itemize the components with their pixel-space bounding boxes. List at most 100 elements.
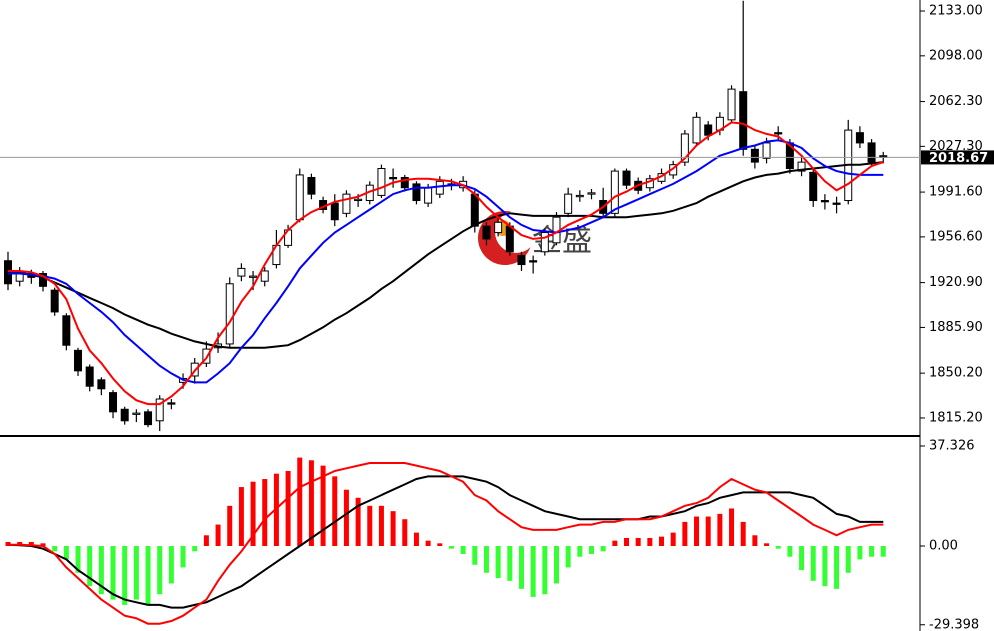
y-tick-label: 2133.00 — [929, 4, 983, 19]
candle-body — [295, 174, 304, 221]
histogram-bar — [624, 537, 630, 547]
candle-body — [132, 412, 141, 415]
candle-body — [354, 198, 363, 202]
candle-body — [237, 267, 246, 277]
histogram-bar — [320, 465, 326, 547]
candle-body — [820, 200, 829, 203]
histogram-bar — [437, 543, 443, 547]
histogram-bar — [565, 546, 571, 568]
candle-body — [809, 171, 818, 202]
candle-body — [470, 193, 479, 227]
y-tick-label: 1850.20 — [929, 366, 983, 381]
candle-body — [424, 187, 433, 204]
histogram-bar — [589, 546, 594, 555]
y-tick-label: 2027.30 — [929, 139, 983, 154]
histogram-bar — [635, 537, 641, 547]
histogram-bar — [238, 487, 244, 547]
histogram-bar — [413, 532, 419, 547]
histogram-bar — [787, 546, 793, 557]
candle-body — [622, 170, 631, 186]
candle-body — [307, 176, 316, 195]
y-tick-label: 1991.60 — [929, 185, 983, 200]
histogram-bar — [460, 546, 466, 555]
histogram-bar — [168, 546, 174, 584]
histogram-bar — [612, 540, 618, 547]
candle-body — [692, 116, 701, 144]
histogram-bar — [729, 508, 735, 547]
histogram-bar — [332, 476, 338, 547]
candle-body — [762, 142, 771, 159]
candle-body — [155, 398, 164, 422]
y-tick-label: 1885.90 — [929, 320, 983, 335]
y-tick-label: 2098.00 — [929, 48, 983, 63]
indicator-line — [7, 475, 884, 609]
y-tick-label: -29.398 — [929, 617, 979, 631]
histogram-bar — [483, 546, 489, 573]
histogram-bar — [600, 546, 606, 552]
histogram-bar — [40, 543, 46, 547]
candle-body — [832, 202, 841, 205]
histogram-bar — [180, 546, 186, 568]
candle-body — [610, 170, 619, 214]
candle-body — [855, 132, 864, 144]
histogram-bar — [297, 457, 303, 547]
y-tick-label: 2062.30 — [929, 94, 983, 109]
histogram-bar — [87, 546, 93, 587]
candle-body — [144, 411, 153, 426]
candle-body — [529, 260, 538, 263]
candle-body — [62, 315, 71, 346]
histogram-bar — [518, 546, 524, 589]
candle-body — [680, 133, 689, 163]
histogram-bar — [845, 546, 851, 573]
histogram-bar — [472, 546, 478, 565]
histogram-bar — [262, 479, 268, 547]
candle-body — [482, 225, 491, 240]
histogram-bar — [834, 546, 840, 589]
y-tick-label: 37.326 — [929, 439, 975, 454]
histogram-bar — [192, 546, 198, 552]
histogram-bar — [110, 546, 116, 600]
candle-body — [50, 289, 59, 313]
histogram-bar — [495, 546, 501, 579]
histogram-bar — [425, 540, 431, 547]
histogram-bar — [343, 489, 349, 547]
histogram-bar — [822, 546, 828, 587]
histogram-bar — [308, 460, 314, 547]
candle-body — [97, 379, 106, 390]
candle-body — [260, 270, 269, 282]
histogram-bar — [799, 546, 805, 571]
histogram-bar — [203, 535, 209, 547]
candle-body — [167, 402, 176, 405]
candle-body — [739, 91, 748, 150]
histogram-bar — [740, 521, 746, 547]
y-tick-label: 1956.60 — [929, 229, 983, 244]
candle-body — [774, 132, 783, 135]
indicator-line — [8, 462, 884, 625]
histogram-bar — [717, 513, 723, 547]
candle-body — [867, 142, 876, 163]
candle-body — [727, 88, 736, 121]
y-tick-label: 0.00 — [929, 539, 958, 554]
histogram-bar — [647, 537, 653, 547]
histogram-bar — [98, 546, 104, 595]
candle-body — [494, 221, 503, 234]
candle-body — [750, 148, 759, 163]
candle-body — [540, 232, 549, 253]
candle-body — [435, 180, 444, 195]
candle-body — [797, 161, 806, 172]
histogram-bar — [52, 546, 58, 552]
indicator-line — [8, 121, 884, 406]
candle-body — [249, 275, 258, 278]
histogram-bar — [215, 524, 221, 547]
candle-body — [330, 202, 339, 221]
candle-body — [377, 168, 386, 196]
indicator-line — [8, 139, 884, 384]
candle-body — [400, 176, 409, 189]
histogram-bar — [227, 505, 233, 547]
histogram-bar — [145, 546, 151, 605]
histogram-bar — [880, 546, 886, 557]
histogram-bar — [355, 497, 361, 547]
histogram-bar — [250, 481, 256, 547]
histogram-bar — [28, 541, 34, 547]
